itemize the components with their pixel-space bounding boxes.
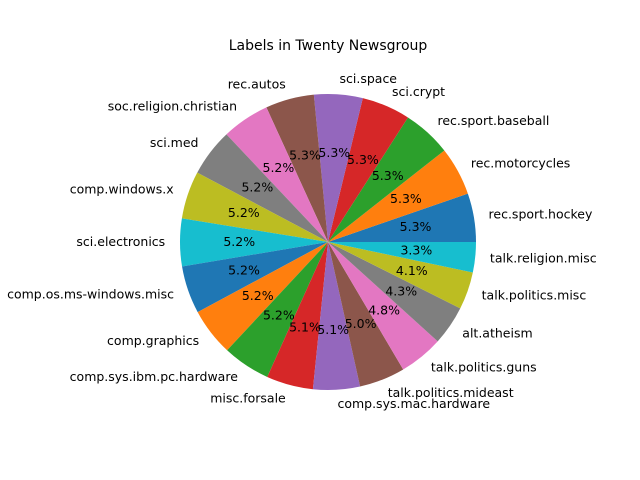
slice-percent-label: 5.3%: [372, 168, 404, 183]
slice-percent-label: 4.8%: [368, 302, 400, 317]
slice-label: talk.politics.mideast: [388, 385, 514, 400]
slice-label: sci.space: [340, 71, 398, 86]
pie-slice: [180, 218, 328, 267]
pie-slice: [182, 242, 328, 313]
slice-label: comp.sys.mac.hardware: [337, 396, 490, 411]
slice-percent-label: 5.3%: [347, 152, 379, 167]
slice-label: sci.electronics: [76, 234, 165, 249]
pie-slice: [181, 172, 328, 242]
slice-label: talk.politics.misc: [482, 287, 587, 302]
slice-percent-label: 5.3%: [400, 219, 432, 234]
slice-percent-label: 5.2%: [228, 262, 260, 277]
slice-label: comp.graphics: [107, 333, 199, 348]
slice-percent-label: 4.1%: [396, 263, 428, 278]
slice-label: rec.sport.hockey: [489, 206, 593, 221]
slice-label: sci.med: [150, 135, 199, 150]
slice-label: talk.religion.misc: [490, 250, 597, 265]
slice-percent-label: 5.3%: [289, 148, 321, 163]
slice-percent-label: 5.1%: [289, 319, 321, 334]
slice-label: rec.autos: [228, 76, 286, 91]
slice-label: misc.forsale: [210, 391, 286, 406]
slice-label: sci.crypt: [392, 84, 445, 99]
slice-percent-label: 5.2%: [228, 205, 260, 220]
slice-label: comp.windows.x: [70, 182, 174, 197]
pie-slice: [328, 193, 476, 242]
slice-label: rec.sport.baseball: [437, 113, 549, 128]
slice-percent-label: 5.3%: [318, 145, 350, 160]
pie-slices: [180, 93, 476, 390]
pie-slice: [227, 242, 328, 377]
slice-label: talk.politics.guns: [431, 360, 537, 375]
pie-slice: [328, 242, 473, 309]
slice-percent-label: 5.2%: [263, 160, 295, 175]
pie-slice: [328, 242, 438, 370]
pie-slice: [328, 98, 408, 242]
pie-slice: [226, 107, 328, 242]
percent-labels: 5.3%5.3%5.3%5.3%5.3%5.3%5.2%5.2%5.2%5.2%…: [223, 145, 432, 337]
slice-percent-label: 3.3%: [400, 243, 432, 258]
slice-percent-label: 4.3%: [385, 284, 417, 299]
slice-label: comp.sys.ibm.pc.hardware: [70, 369, 239, 384]
slice-label: comp.os.ms-windows.misc: [7, 286, 174, 301]
slice-percent-label: 5.3%: [390, 191, 422, 206]
pie-slice: [313, 93, 363, 242]
pie-slice: [328, 242, 461, 342]
pie-slice: [197, 134, 328, 242]
chart-title: Labels in Twenty Newsgroup: [229, 38, 428, 54]
pie-slice: [266, 94, 328, 243]
slice-label: alt.atheism: [462, 326, 532, 341]
slice-percent-label: 5.2%: [242, 288, 274, 303]
pie-slice: [328, 150, 468, 242]
slice-percent-label: 5.1%: [317, 322, 349, 337]
slice-percent-label: 5.2%: [263, 307, 295, 322]
slice-label: soc.religion.christian: [108, 98, 237, 113]
slice-percent-label: 5.0%: [345, 316, 377, 331]
slice-label: rec.motorcycles: [471, 155, 570, 170]
pie-slice: [197, 242, 328, 351]
slice-labels: rec.sport.hockey rec.motorcycles rec.sport…: [7, 71, 597, 411]
slice-percent-label: 5.2%: [241, 180, 273, 195]
pie-slice: [328, 242, 476, 273]
pie-slice: [267, 242, 328, 390]
pie-slice: [312, 242, 361, 390]
pie-slice: [328, 242, 404, 387]
pie-slice: [328, 117, 445, 242]
slice-percent-label: 5.2%: [223, 234, 255, 249]
